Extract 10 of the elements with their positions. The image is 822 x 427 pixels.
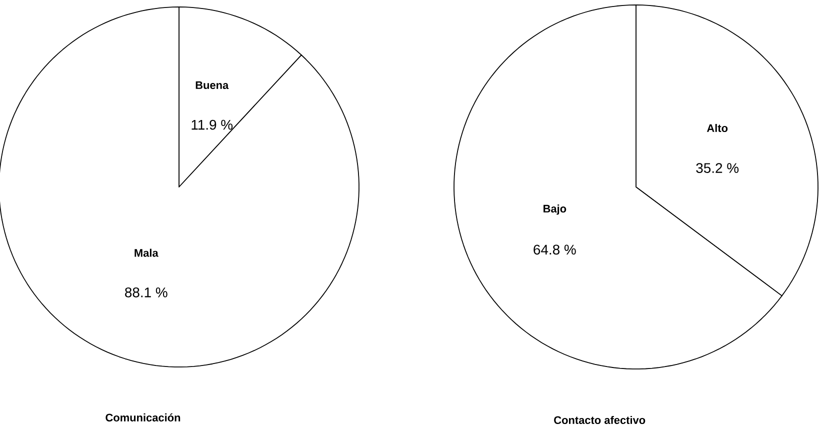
data-label: 88.1 % [125, 287, 168, 298]
slice-label: Buena [196, 81, 229, 90]
slice-label: Alto [706, 124, 728, 132]
data-label: 11.9 % [192, 120, 233, 130]
slice-label: Mala [134, 248, 158, 257]
text: Contacto afectivo [554, 416, 646, 424]
slice-label: Bajo [544, 204, 566, 215]
data-label: 64.8 % [534, 244, 576, 255]
data-label: 35.2 % [696, 163, 739, 173]
text: Comunicación [106, 413, 180, 422]
